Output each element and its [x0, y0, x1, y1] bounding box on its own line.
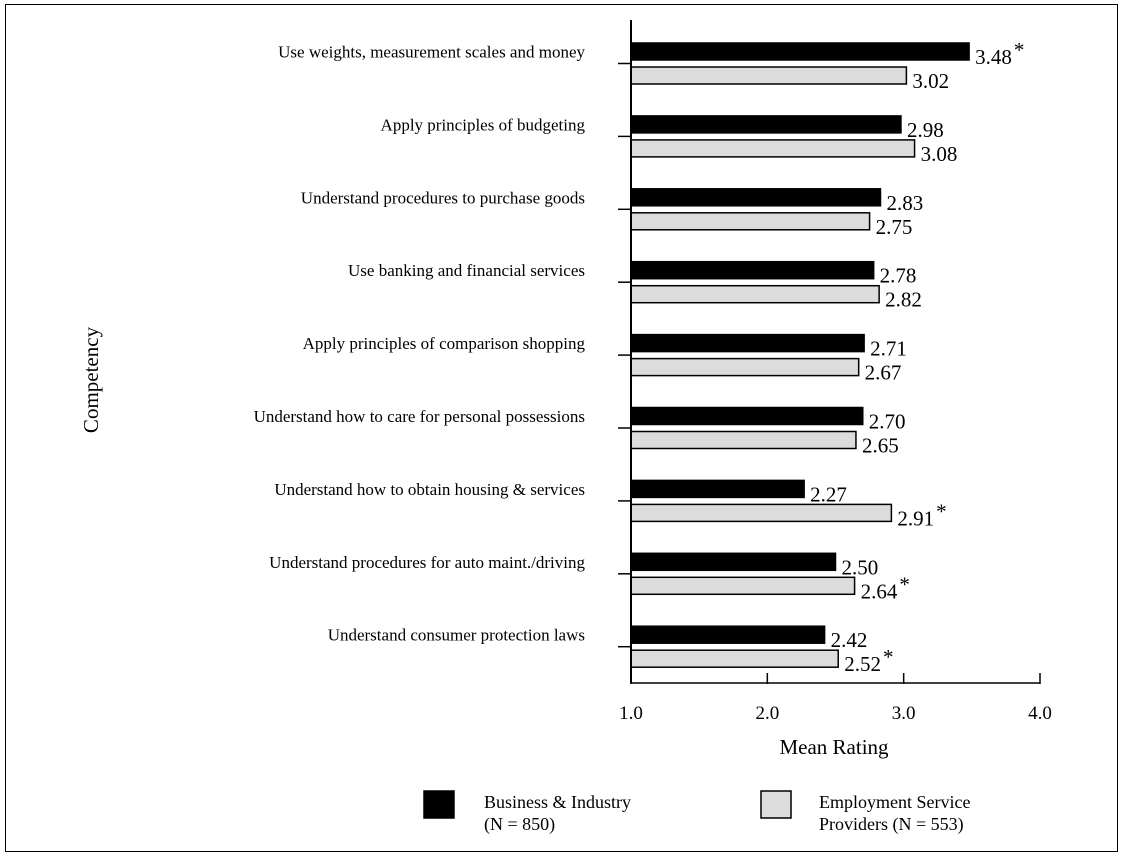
category-label: Use weights, measurement scales and mone…: [278, 43, 585, 62]
data-label: 3.02: [912, 69, 949, 93]
category-label: Understand how to obtain housing & servi…: [274, 480, 585, 499]
significance-marker: *: [883, 645, 894, 669]
bars: [630, 42, 970, 668]
data-label: 2.50: [842, 555, 879, 579]
data-label: 2.83: [886, 191, 923, 215]
data-label: 2.42: [831, 628, 868, 652]
bar-business-industry: [630, 188, 882, 207]
legend-label-line2: Providers (N = 553): [819, 814, 964, 835]
bar-business-industry: [630, 479, 805, 499]
x-tick-label: 1.0: [619, 703, 643, 724]
category-label: Understand how to care for personal poss…: [254, 407, 585, 426]
category-label: Understand consumer protection laws: [328, 626, 585, 645]
data-label: 2.67: [865, 361, 902, 385]
bar-employment-service: [630, 212, 871, 231]
significance-marker: *: [936, 499, 947, 523]
bar-business-industry: [630, 625, 826, 644]
category-label: Understand procedures to purchase goods: [301, 188, 585, 207]
category-label: Understand procedures for auto maint./dr…: [269, 553, 585, 572]
legend-label-line2: (N = 850): [484, 814, 555, 835]
y-axis-title: Competency: [79, 326, 103, 433]
data-label: 2.71: [870, 337, 907, 361]
data-label: 3.08: [921, 142, 958, 166]
data-label: 2.78: [880, 264, 917, 288]
bar-employment-service: [630, 66, 908, 85]
significance-marker: *: [1014, 38, 1025, 62]
x-tick-label: 2.0: [755, 703, 779, 724]
bar-employment-service: [630, 503, 893, 523]
x-tick-label: 3.0: [892, 703, 916, 724]
data-label: 2.75: [876, 215, 913, 239]
significance-marker: *: [899, 572, 910, 596]
category-label: Apply principles of comparison shopping: [303, 334, 586, 353]
bar-employment-service: [630, 139, 916, 158]
bar-business-industry: [630, 406, 864, 426]
category-label: Apply principles of budgeting: [381, 115, 586, 134]
data-label: 2.65: [862, 434, 899, 458]
legend-swatch: [423, 790, 455, 819]
bar-employment-service: [630, 357, 860, 377]
bar-business-industry: [630, 552, 837, 572]
data-label: 3.48*: [975, 38, 1024, 69]
bar-employment-service: [630, 284, 880, 304]
bar-business-industry: [630, 333, 865, 353]
category-label: Use banking and financial services: [348, 261, 585, 280]
data-label: 2.70: [869, 410, 906, 434]
bar-business-industry: [630, 115, 902, 134]
bar-business-industry: [630, 42, 970, 61]
bar-employment-service: [630, 649, 839, 668]
x-axis-title: Mean Rating: [779, 735, 889, 759]
bar-business-industry: [630, 260, 875, 280]
axes: 1.0 2.0 3.0 4.0: [618, 20, 1052, 724]
legend-label: Employment Service: [819, 792, 970, 812]
data-label: 2.91*: [897, 499, 946, 530]
legend: Business & Industry(N = 850) Employment S…: [423, 790, 970, 835]
bar-employment-service: [630, 430, 857, 450]
data-label: 2.27: [810, 482, 847, 506]
data-label: 2.82: [885, 288, 922, 312]
legend-swatch: [760, 790, 792, 819]
x-tick-label: 4.0: [1028, 703, 1052, 724]
category-labels: Use weights, measurement scales and mone…: [254, 43, 586, 645]
legend-label: Business & Industry: [484, 792, 631, 812]
data-label: 2.98: [907, 118, 944, 142]
bar-employment-service: [630, 576, 856, 596]
